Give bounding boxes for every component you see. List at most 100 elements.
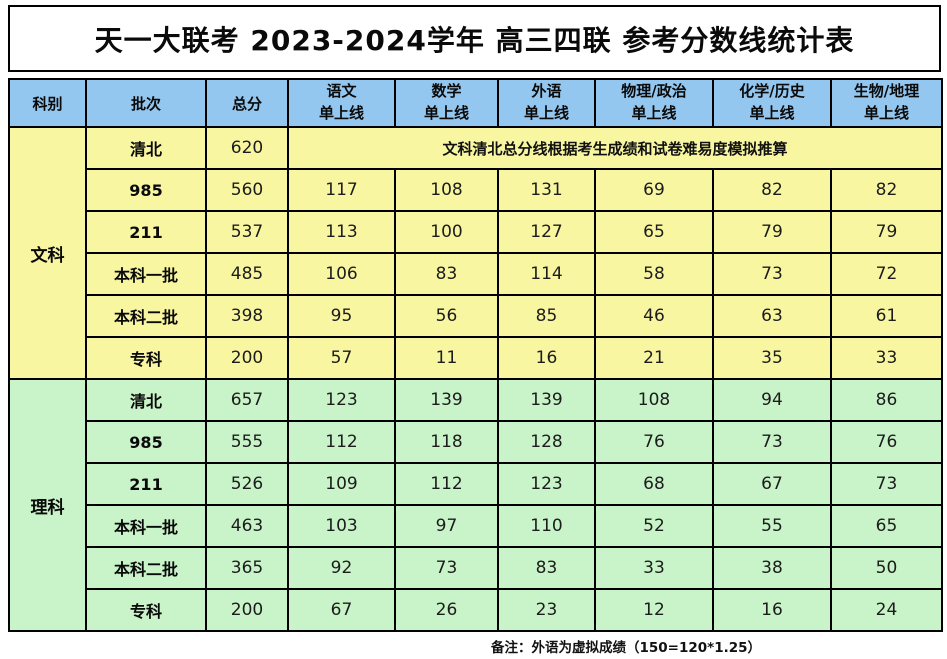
score-cell: 112 [287,420,396,464]
qingbei-note-cell: 文科清北总分线根据考生成绩和试卷难易度模拟推算 [287,126,943,170]
score-cell: 113 [287,210,396,254]
total-cell: 463 [205,504,289,548]
score-cell: 92 [287,546,396,590]
score-cell: 56 [394,294,499,338]
table-row: 文科 清北 620 文科清北总分线根据考生成绩和试卷难易度模拟推算 [8,126,943,380]
total-cell: 555 [205,420,289,464]
score-cell: 63 [712,294,832,338]
score-cell: 83 [497,546,596,590]
score-cell: 33 [594,546,714,590]
score-cell: 21 [594,336,714,380]
score-cell: 106 [287,252,396,296]
score-cell: 58 [594,252,714,296]
header-chinese-sub: 单上线 [318,104,364,122]
score-cell: 139 [394,378,499,422]
score-cell: 118 [394,420,499,464]
total-cell: 200 [205,336,289,380]
score-cell: 127 [497,210,596,254]
table-row: 本科一批 463 103 97 110 52 55 65 [9,504,943,548]
header-chinese-name: 语文 [326,82,357,101]
score-cell: 79 [830,210,943,254]
score-cell: 55 [712,504,832,548]
header-physics-politics-name: 物理/政治 [621,82,687,101]
section-cell-liberal-arts: 文科 [8,126,87,380]
score-cell: 100 [394,210,499,254]
score-cell: 12 [594,588,714,632]
score-cell: 114 [497,252,596,296]
batch-cell: 专科 [85,336,207,380]
score-cell: 35 [712,336,832,380]
batch-cell: 本科一批 [85,252,207,296]
score-cell: 108 [394,168,499,212]
score-cell: 65 [830,504,943,548]
table-row: 专科 200 67 26 23 12 16 24 [9,588,943,632]
header-foreign-lang: 外语 单上线 [497,78,596,128]
score-cell: 86 [830,378,943,422]
header-chemistry-history: 化学/历史 单上线 [712,78,832,128]
score-cell: 131 [497,168,596,212]
score-cell: 123 [287,378,396,422]
score-cell: 139 [497,378,596,422]
score-cell: 73 [394,546,499,590]
score-cell: 52 [594,504,714,548]
score-cell: 73 [712,252,832,296]
header-chinese: 语文 单上线 [287,78,396,128]
score-cell: 94 [712,378,832,422]
table-row: 本科二批 398 95 56 85 46 63 61 [9,294,943,338]
score-cell: 95 [287,294,396,338]
score-cell: 76 [830,420,943,464]
score-cell: 72 [830,252,943,296]
section-cell-science: 理科 [8,378,87,632]
score-cell: 123 [497,462,596,506]
total-cell: 365 [205,546,289,590]
header-math: 数学 单上线 [394,78,499,128]
header-batch: 批次 [85,78,207,128]
score-cell: 23 [497,588,596,632]
header-physics-politics: 物理/政治 单上线 [594,78,714,128]
header-chemistry-history-name: 化学/历史 [739,82,805,101]
batch-cell: 211 [85,462,207,506]
score-cell: 117 [287,168,396,212]
score-cell: 83 [394,252,499,296]
score-cell: 112 [394,462,499,506]
batch-cell: 985 [85,168,207,212]
table-row: 211 537 113 100 127 65 79 79 [9,210,943,254]
table-row: 985 560 117 108 131 69 82 82 [9,168,943,212]
score-cell: 110 [497,504,596,548]
header-physics-politics-sub: 单上线 [631,104,677,122]
batch-cell: 985 [85,420,207,464]
table-row: 211 526 109 112 123 68 67 73 [9,462,943,506]
batch-cell: 专科 [85,588,207,632]
total-cell: 526 [205,462,289,506]
score-cell: 38 [712,546,832,590]
score-cell: 76 [594,420,714,464]
score-cell: 79 [712,210,832,254]
score-cell: 16 [712,588,832,632]
header-subject: 科别 [8,78,87,128]
header-math-sub: 单上线 [423,104,469,122]
batch-cell: 本科二批 [85,294,207,338]
header-total: 总分 [205,78,289,128]
total-cell: 485 [205,252,289,296]
score-cell: 50 [830,546,943,590]
score-cell: 82 [712,168,832,212]
score-cell: 24 [830,588,943,632]
score-cell: 73 [830,462,943,506]
score-cell: 67 [287,588,396,632]
batch-cell: 清北 [85,126,207,170]
score-cell: 16 [497,336,596,380]
batch-cell: 本科二批 [85,546,207,590]
score-lines-table: 科别 批次 总分 语文 单上线 数学 单上线 外语 单上线 物理/政治 单上线 [8,78,943,632]
total-cell: 620 [205,126,289,170]
total-cell: 398 [205,294,289,338]
score-cell: 68 [594,462,714,506]
table-row: 本科二批 365 92 73 83 33 38 50 [9,546,943,590]
table-row: 理科 清北 657 123 139 139 108 94 86 [8,378,943,632]
table-title-box: 天一大联考 2023-2024学年 高三四联 参考分数线统计表 [8,5,941,72]
score-cell: 82 [830,168,943,212]
header-math-name: 数学 [431,82,462,101]
score-cell: 69 [594,168,714,212]
batch-cell: 清北 [85,378,207,422]
total-cell: 657 [205,378,289,422]
